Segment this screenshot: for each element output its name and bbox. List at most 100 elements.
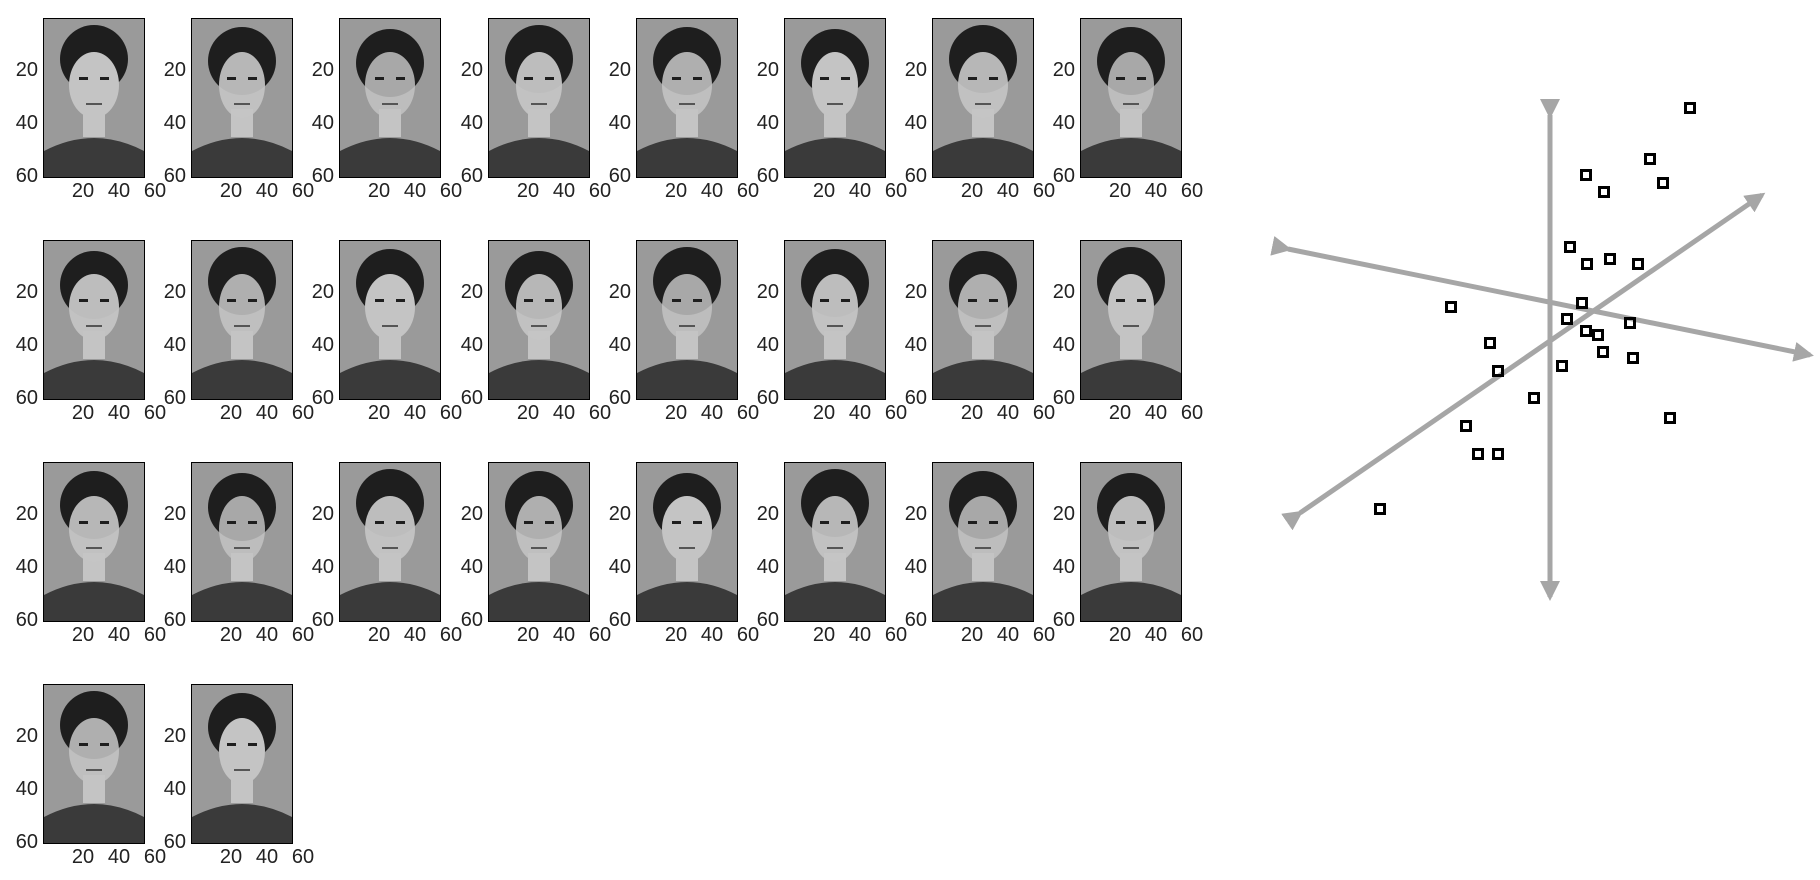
y-tick-label: 60 [311, 165, 334, 187]
y-tick-label: 60 [15, 387, 38, 409]
face-image [784, 240, 886, 400]
x-tick-label: 60 [291, 180, 315, 202]
x-tick-label: 20 [812, 180, 836, 202]
x-tick-label: 20 [71, 624, 95, 646]
y-tick-label: 20 [311, 281, 334, 303]
x-tick-label: 20 [219, 402, 243, 424]
y-tick-label: 40 [756, 334, 779, 356]
x-tick-label: 40 [255, 402, 279, 424]
face-image [488, 240, 590, 400]
x-tick-label: 40 [700, 180, 724, 202]
y-tick-label: 40 [15, 556, 38, 578]
projection-point [1592, 329, 1604, 341]
y-tick-label: 40 [163, 778, 186, 800]
x-tick-label: 60 [1180, 624, 1204, 646]
y-tick-label: 60 [756, 165, 779, 187]
y-tick-label: 20 [904, 59, 927, 81]
x-tick-label: 40 [552, 624, 576, 646]
y-tick-label: 40 [608, 556, 631, 578]
face-panel: 20 40 60 20 40 60 [593, 222, 759, 424]
projection-point [1492, 448, 1504, 460]
x-tick-label: 20 [516, 180, 540, 202]
face-image [932, 462, 1034, 622]
x-tick-label: 20 [664, 402, 688, 424]
x-tick-label: 40 [996, 402, 1020, 424]
x-tick-label: 40 [1144, 180, 1168, 202]
x-tick-label: 60 [736, 624, 760, 646]
y-tick-label: 60 [904, 165, 927, 187]
face-panel: 20 40 60 20 40 60 [148, 444, 314, 646]
x-tick-label: 20 [367, 624, 391, 646]
x-tick-label: 20 [1108, 402, 1132, 424]
projection-point [1374, 503, 1386, 515]
x-tick-label: 20 [664, 180, 688, 202]
face-image [932, 18, 1034, 178]
y-tick-label: 60 [1052, 609, 1075, 631]
projection-point [1657, 177, 1669, 189]
y-tick-label: 40 [756, 556, 779, 578]
face-panel: 20 40 60 20 40 60 [593, 444, 759, 646]
projection-point [1556, 360, 1568, 372]
projection-point [1632, 258, 1644, 270]
x-tick-label: 60 [884, 402, 908, 424]
projection-point [1564, 241, 1576, 253]
x-tick-label: 40 [848, 624, 872, 646]
face-panel: 20 40 60 20 40 60 [296, 444, 462, 646]
projection-point [1561, 313, 1573, 325]
y-tick-label: 20 [608, 503, 631, 525]
projection-point [1624, 317, 1636, 329]
y-tick-label: 20 [311, 503, 334, 525]
y-tick-label: 40 [311, 334, 334, 356]
face-panel: 20 40 60 20 40 60 [445, 444, 611, 646]
x-tick-label: 40 [996, 624, 1020, 646]
face-image [488, 462, 590, 622]
y-tick-label: 40 [460, 112, 483, 134]
x-tick-label: 20 [71, 846, 95, 868]
y-tick-label: 20 [163, 725, 186, 747]
x-tick-label: 60 [1032, 402, 1056, 424]
x-tick-label: 20 [219, 846, 243, 868]
x-tick-label: 20 [812, 624, 836, 646]
x-tick-label: 20 [960, 180, 984, 202]
x-tick-label: 40 [552, 402, 576, 424]
x-tick-label: 40 [848, 180, 872, 202]
y-tick-label: 20 [756, 503, 779, 525]
x-tick-label: 40 [403, 624, 427, 646]
projection-point [1604, 253, 1616, 265]
y-tick-label: 20 [15, 59, 38, 81]
x-tick-label: 60 [588, 180, 612, 202]
face-image [1080, 462, 1182, 622]
face-panel: 20 40 60 20 40 60 [741, 222, 907, 424]
face-panel: 20 40 60 20 40 60 [148, 0, 314, 202]
face-image [191, 462, 293, 622]
face-panel: 20 40 60 20 40 60 [0, 666, 166, 868]
y-tick-label: 20 [904, 503, 927, 525]
y-tick-label: 60 [608, 165, 631, 187]
x-tick-label: 60 [439, 180, 463, 202]
face-image [43, 18, 145, 178]
face-panel: 20 40 60 20 40 60 [296, 222, 462, 424]
face-panel: 20 40 60 20 40 60 [741, 0, 907, 202]
y-tick-label: 60 [15, 165, 38, 187]
x-tick-label: 40 [255, 180, 279, 202]
face-image [784, 462, 886, 622]
y-tick-label: 40 [15, 334, 38, 356]
x-tick-label: 40 [403, 180, 427, 202]
y-tick-label: 40 [311, 556, 334, 578]
face-image [191, 240, 293, 400]
face-image-grid: 20 40 60 20 40 60 20 40 60 20 40 60 20 40 60 20 40 60 20 40… [0, 0, 1204, 868]
projection-point [1472, 448, 1484, 460]
projection-point [1684, 102, 1696, 114]
y-tick-label: 20 [1052, 59, 1075, 81]
face-image [43, 240, 145, 400]
face-panel: 20 40 60 20 40 60 [889, 444, 1055, 646]
x-tick-label: 60 [1032, 180, 1056, 202]
projection-point [1528, 392, 1540, 404]
face-panel: 20 40 60 20 40 60 [741, 444, 907, 646]
x-tick-label: 20 [367, 402, 391, 424]
y-tick-label: 40 [904, 334, 927, 356]
y-tick-label: 20 [163, 281, 186, 303]
y-tick-label: 60 [608, 609, 631, 631]
projection-point [1580, 169, 1592, 181]
x-tick-label: 40 [107, 180, 131, 202]
